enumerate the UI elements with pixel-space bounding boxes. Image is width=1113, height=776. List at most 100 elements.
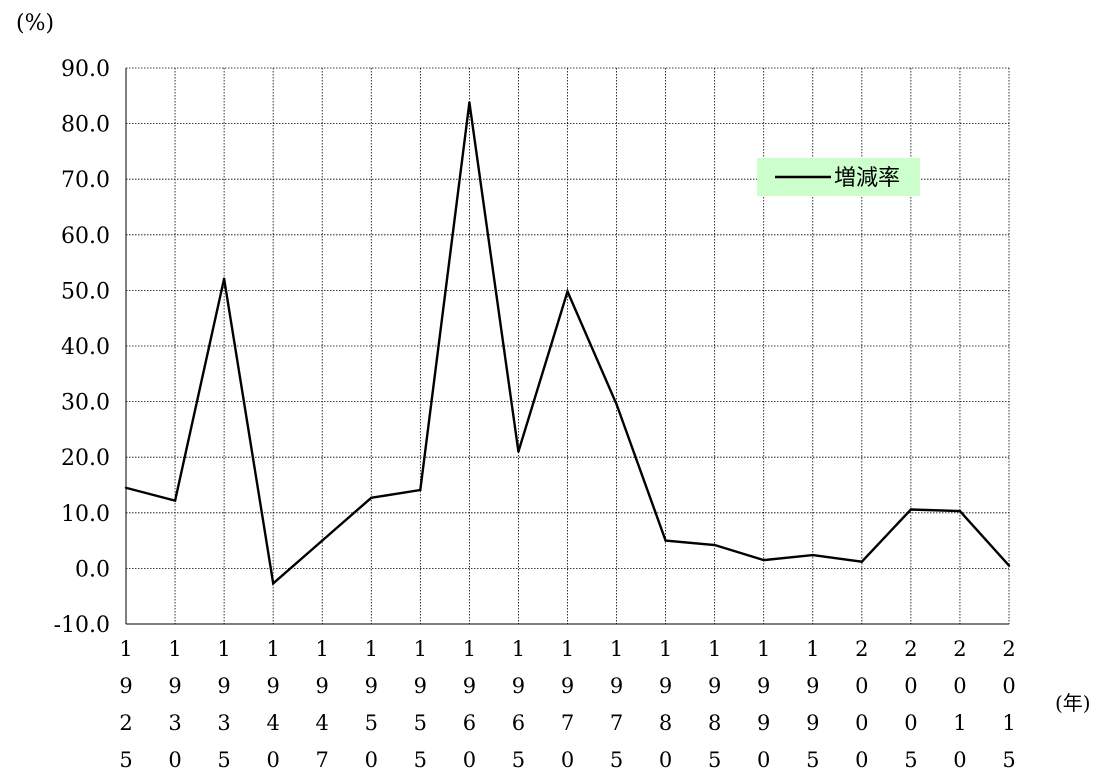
x-tick-label-char: 9 xyxy=(561,674,574,698)
data-point xyxy=(762,558,765,562)
x-tick-label-char: 0 xyxy=(659,748,672,772)
x-tick-label-char: 1 xyxy=(1002,711,1015,735)
y-tick-label: 20.0 xyxy=(61,446,110,471)
data-point xyxy=(370,496,373,499)
x-tick-label-char: 1 xyxy=(119,637,132,661)
y-tick-labels: 90.0 80.0 70.0 60.0 50.0 40.0 30.0 20.0 10.0 0.0 -… xyxy=(54,57,110,638)
x-tick-label-char: 1 xyxy=(266,637,279,661)
x-tick-label-char: 5 xyxy=(414,748,427,772)
legend: 増減率 xyxy=(757,158,920,196)
x-tick-label-char: 9 xyxy=(708,674,721,698)
grid xyxy=(125,67,1010,625)
data-point xyxy=(958,509,962,513)
x-tick-label-char: 4 xyxy=(316,711,329,735)
x-tick-label-char: 1 xyxy=(463,637,476,661)
x-tick-label-char: 5 xyxy=(708,748,721,772)
x-tick-label-char: 9 xyxy=(806,711,819,735)
x-tick-label-char: 0 xyxy=(855,711,868,735)
x-tick-label-char: 5 xyxy=(904,748,917,772)
x-tick-label-char: 0 xyxy=(463,748,476,772)
y-tick-label: 40.0 xyxy=(61,335,110,360)
x-tick-label-char: 0 xyxy=(904,674,917,698)
x-tick-label-char: 9 xyxy=(757,711,770,735)
x-tick-label-char: 5 xyxy=(610,748,623,772)
x-tick-label-char: 0 xyxy=(168,748,181,772)
data-point xyxy=(615,403,618,406)
data-point xyxy=(468,101,471,104)
data-point xyxy=(124,486,128,489)
data-point xyxy=(321,539,324,542)
x-tick-label-char: 5 xyxy=(365,711,378,735)
x-tick-label-char: 1 xyxy=(217,637,230,661)
x-tick-label-char: 0 xyxy=(365,748,378,772)
series-layer xyxy=(124,101,1011,586)
y-tick-label: 0.0 xyxy=(75,557,110,582)
x-tick-label-char: 3 xyxy=(217,711,230,735)
axes xyxy=(125,68,1009,625)
x-tick-label-char: 8 xyxy=(708,711,721,735)
data-point xyxy=(909,508,913,511)
x-tick-label-char: 9 xyxy=(610,674,623,698)
x-tick-label-char: 2 xyxy=(855,637,868,661)
x-tick-label-char: 1 xyxy=(512,637,525,661)
y-tick-label: 60.0 xyxy=(61,224,110,249)
y-tick-label: 90.0 xyxy=(61,57,110,82)
x-tick-label-char: 0 xyxy=(904,711,917,735)
y-tick-label: 50.0 xyxy=(61,279,110,304)
data-point xyxy=(713,543,716,547)
x-tick-label-char: 5 xyxy=(1002,748,1015,772)
data-point xyxy=(517,450,520,453)
x-tick-label-char: 0 xyxy=(757,748,770,772)
x-tick-label-char: 5 xyxy=(414,711,427,735)
x-tick-label-char: 1 xyxy=(316,637,329,661)
x-tick-label-char: 7 xyxy=(316,748,329,772)
data-point xyxy=(173,499,177,502)
x-tick-label-char: 9 xyxy=(217,674,230,698)
x-tick-label-char: 2 xyxy=(904,637,917,661)
x-tick-label-char: 0 xyxy=(953,674,966,698)
legend-label: 増減率 xyxy=(834,166,900,191)
x-tick-label-char: 2 xyxy=(119,711,132,735)
x-tick-label-char: 0 xyxy=(855,674,868,698)
x-tick-label-char: 4 xyxy=(266,711,279,735)
x-tick-label-char: 9 xyxy=(168,674,181,698)
x-tick-label-char: 9 xyxy=(414,674,427,698)
x-tick-label-char: 9 xyxy=(463,674,476,698)
x-tick-label-char: 1 xyxy=(659,637,672,661)
data-point xyxy=(664,539,667,542)
data-point xyxy=(1007,564,1011,567)
x-tick-label-char: 1 xyxy=(806,637,819,661)
x-tick-label-char: 0 xyxy=(953,748,966,772)
x-tick-label-char: 9 xyxy=(512,674,525,698)
x-tick-label-char: 0 xyxy=(855,748,868,772)
x-tick-label-char: 0 xyxy=(561,748,574,772)
x-tick-label-char: 7 xyxy=(610,711,623,735)
x-tick-label-char: 1 xyxy=(365,637,378,661)
x-axis-unit-label: (年) xyxy=(1055,691,1091,715)
x-tick-label-char: 6 xyxy=(512,711,525,735)
x-tick-label-char: 0 xyxy=(266,748,279,772)
x-tick-label-char: 6 xyxy=(463,711,476,735)
x-tick-label-char: 3 xyxy=(168,711,181,735)
x-tick-label-char: 7 xyxy=(561,711,574,735)
data-point xyxy=(222,277,226,280)
y-tick-label: 10.0 xyxy=(61,502,110,527)
x-tick-label-char: 1 xyxy=(168,637,181,661)
x-tick-label-char: 1 xyxy=(414,637,427,661)
x-tick-label-char: 9 xyxy=(119,674,132,698)
y-tick-label: 30.0 xyxy=(61,391,110,416)
x-tick-label-char: 1 xyxy=(610,637,623,661)
x-tick-label-char: 5 xyxy=(217,748,230,772)
y-tick-label: 70.0 xyxy=(61,168,110,193)
x-tick-label-char: 9 xyxy=(806,674,819,698)
data-point xyxy=(566,290,569,293)
x-tick-label-char: 5 xyxy=(119,748,132,772)
x-tick-label-char: 5 xyxy=(806,748,819,772)
y-tick-label: 80.0 xyxy=(61,113,110,138)
data-point xyxy=(419,488,422,492)
data-point xyxy=(811,553,814,557)
x-tick-label-char: 9 xyxy=(316,674,329,698)
x-tick-label-char: 9 xyxy=(757,674,770,698)
x-tick-label-char: 2 xyxy=(953,637,966,661)
